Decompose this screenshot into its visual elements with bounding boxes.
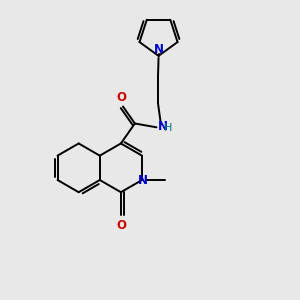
Text: N: N: [138, 173, 148, 187]
Text: O: O: [116, 219, 126, 232]
Text: N: N: [154, 43, 164, 56]
Text: H: H: [164, 124, 172, 134]
Text: O: O: [116, 91, 126, 104]
Text: N: N: [158, 120, 168, 133]
